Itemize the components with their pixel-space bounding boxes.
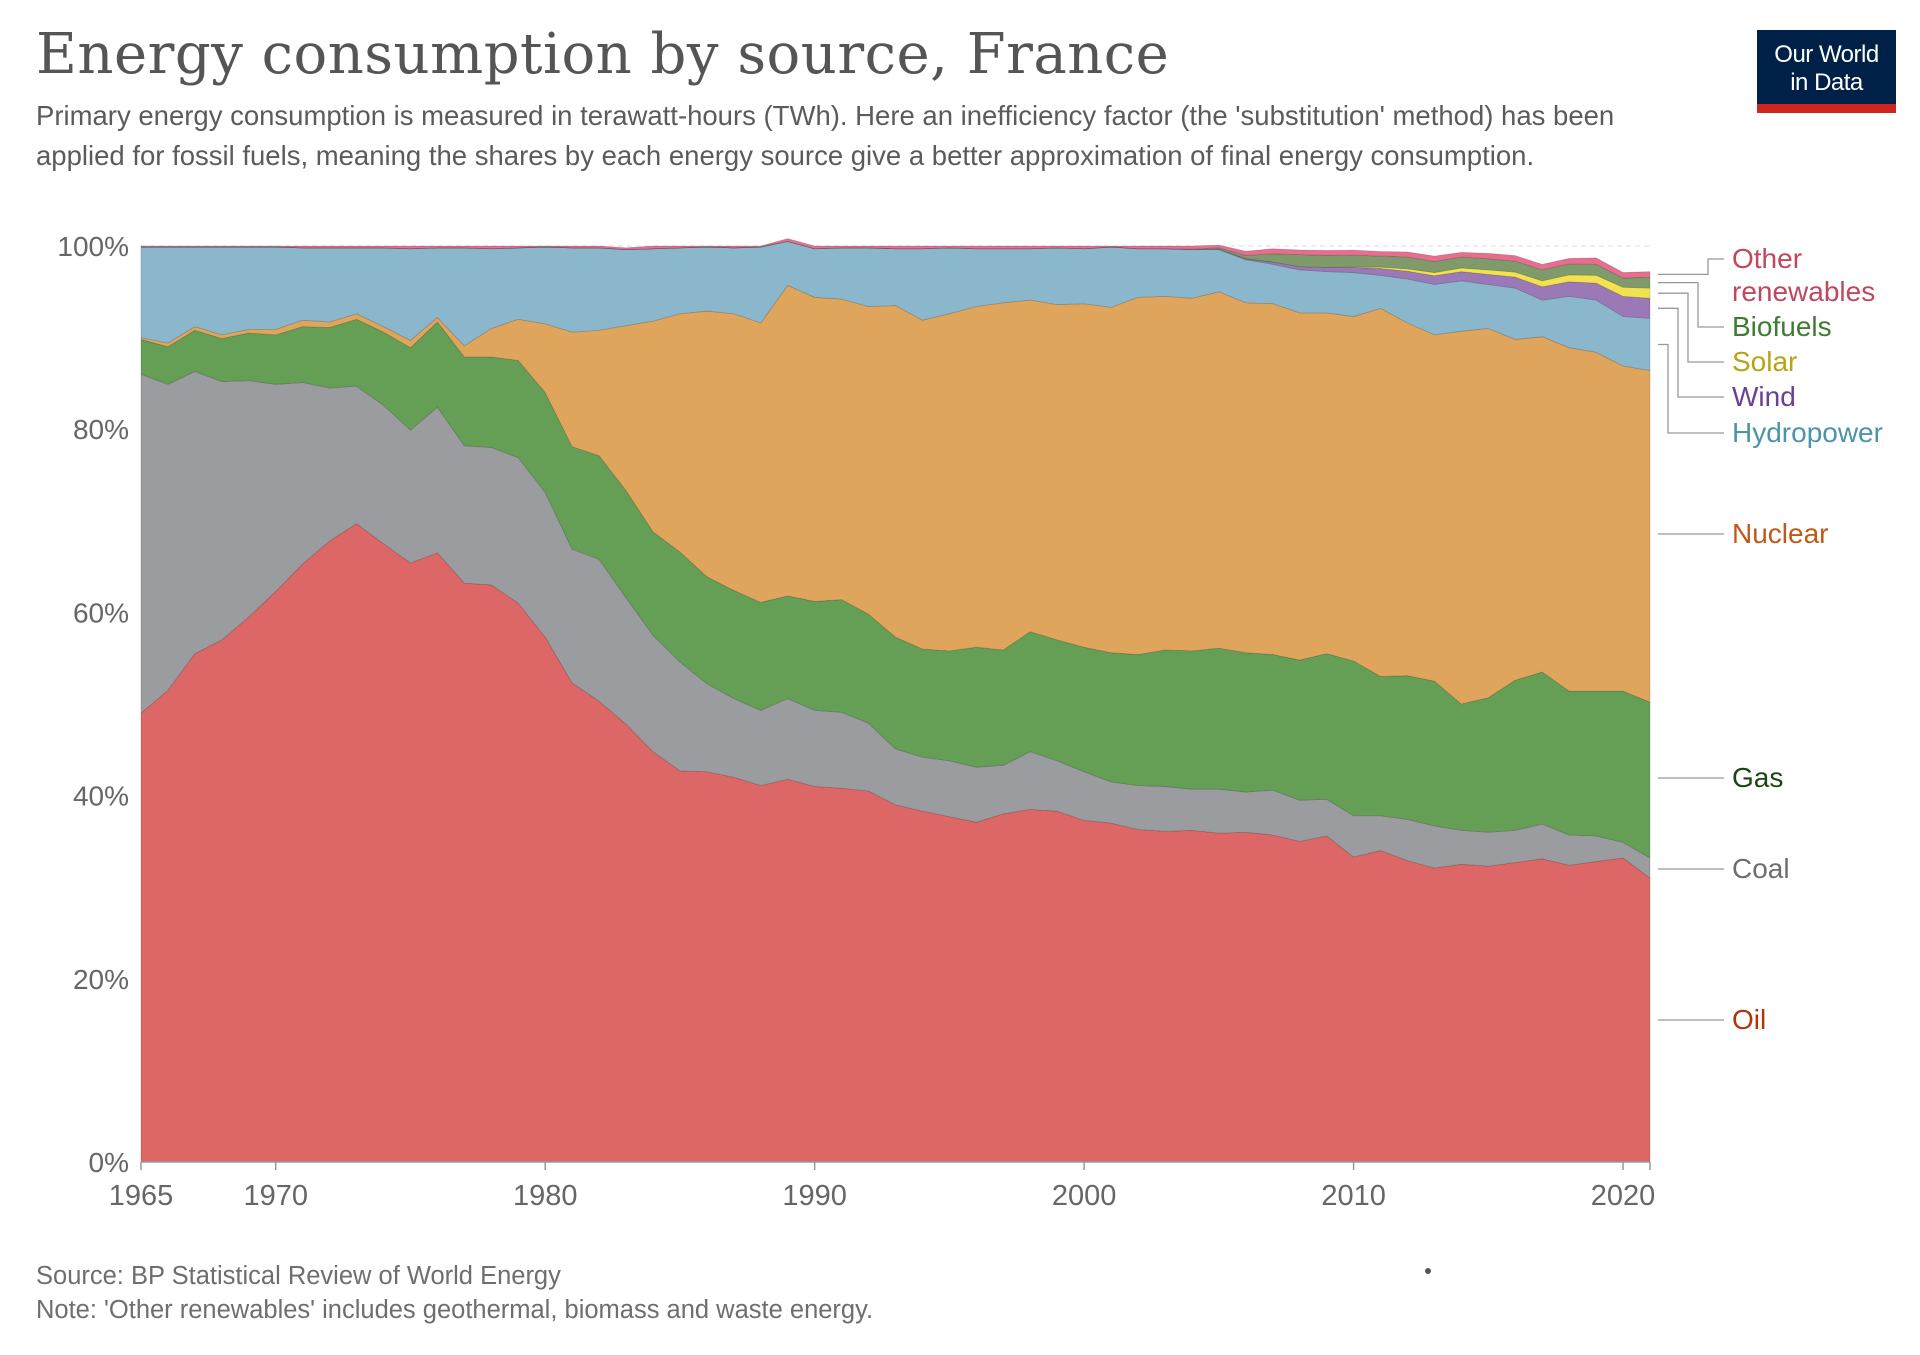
x-tick-label: 1980: [513, 1180, 578, 1212]
series-label-other-renewables: Other: [1732, 243, 1802, 274]
series-label-gas: Gas: [1732, 762, 1783, 793]
series-area-biofuels: [141, 241, 1651, 289]
series-label-hydropower: Hydropower: [1732, 417, 1883, 448]
y-tick-label: 80%: [73, 414, 129, 445]
series-label-nuclear: Nuclear: [1732, 518, 1828, 549]
logo-text: Our World in Data: [1757, 41, 1896, 97]
chart-subtitle: Primary energy consumption is measured i…: [36, 100, 1615, 171]
x-tick-label: 2010: [1321, 1180, 1386, 1212]
series-label-biofuels: Biofuels: [1732, 311, 1832, 342]
label-leader-line: [1658, 292, 1724, 363]
x-tick-label: 1965: [109, 1180, 174, 1212]
y-tick-label: 100%: [57, 231, 129, 262]
source-note: Source: BP Statistical Review of World E…: [36, 1262, 561, 1290]
logo-line-2: in Data: [1790, 69, 1863, 96]
series-label-coal: Coal: [1732, 853, 1790, 884]
footer-dot: [1425, 1268, 1431, 1274]
series-area-other-renewables: [140, 238, 1651, 279]
series-label-wind: Wind: [1732, 381, 1796, 412]
x-tick-label: 2000: [1052, 1180, 1117, 1212]
x-tick-label: 1990: [782, 1180, 847, 1212]
x-tick-label: 2020: [1591, 1180, 1656, 1212]
label-leader-line: [1658, 307, 1724, 398]
y-tick-label: 0%: [89, 1147, 129, 1178]
y-tick-label: 60%: [73, 597, 129, 628]
series-label-other-renewables: renewables: [1732, 276, 1875, 307]
owid-logo[interactable]: Our World in Data: [1757, 30, 1896, 113]
series-label-solar: Solar: [1732, 346, 1797, 377]
logo-accent-bar: [1757, 104, 1896, 113]
chart-title: Energy consumption by source, France: [36, 22, 1170, 87]
label-leader-line: [1658, 281, 1724, 328]
footnote: Note: 'Other renewables' includes geothe…: [36, 1296, 874, 1324]
label-leader-line: [1658, 343, 1724, 434]
series-label-oil: Oil: [1732, 1004, 1766, 1035]
y-tick-label: 20%: [73, 964, 129, 995]
x-tick-label: 1970: [243, 1180, 308, 1212]
series-area-solar: [141, 241, 1651, 299]
series-area-wind: [141, 241, 1651, 319]
label-leader-line: [1658, 258, 1724, 276]
logo-line-1: Our World: [1774, 41, 1879, 68]
y-tick-label: 40%: [73, 781, 129, 812]
